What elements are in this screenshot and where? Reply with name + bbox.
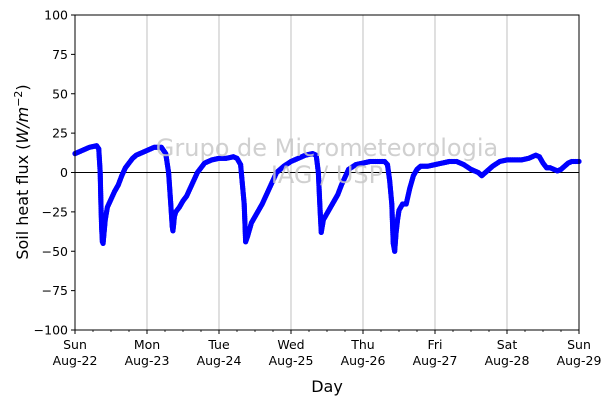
y-tick-label-2: −50	[42, 244, 68, 259]
x-tick-label-day-6: Sat	[497, 337, 518, 352]
x-tick-label-date-2: Aug-24	[197, 353, 242, 368]
watermark-line-1: Grupo de Micrometeorologia	[156, 134, 498, 162]
y-tick-label-6: 50	[52, 86, 68, 101]
y-tick-label-3: −25	[42, 204, 68, 219]
y-tick-label-5: 25	[52, 126, 68, 141]
x-tick-label-date-3: Aug-25	[269, 353, 314, 368]
watermark: Grupo de Micrometeorologia IAG / USP	[156, 134, 498, 189]
y-axis-title-close: )	[13, 84, 32, 90]
y-tick-label-4: 0	[60, 165, 68, 180]
y-tick-label-7: 75	[52, 47, 68, 62]
y-axis-title: Soil heat flux (W/m−2)	[12, 84, 33, 259]
y-axis: −100 −75 −50 −25 0 25 50 75 100	[34, 8, 75, 338]
x-tick-label-day-3: Wed	[277, 337, 304, 352]
x-tick-label-day-2: Tue	[207, 337, 230, 352]
y-tick-label-8: 100	[44, 8, 68, 23]
x-tick-label-day-7: Sun	[567, 337, 591, 352]
x-tick-label-date-4: Aug-26	[341, 353, 386, 368]
x-tick-label-date-5: Aug-27	[413, 353, 458, 368]
x-tick-label-day-4: Thu	[350, 337, 374, 352]
x-tick-label-day-1: Mon	[134, 337, 160, 352]
y-tick-label-0: −100	[34, 323, 68, 338]
data-series	[72, 143, 582, 254]
x-axis-title: Day	[311, 377, 343, 396]
y-axis-title-exponent: −2	[12, 91, 25, 107]
x-tick-label-date-6: Aug-28	[485, 353, 530, 368]
x-tick-label-date-0: Aug-22	[53, 353, 98, 368]
x-tick-label-day-5: Fri	[428, 337, 443, 352]
x-tick-label-day-0: Sun	[63, 337, 87, 352]
y-tick-label-1: −75	[42, 283, 68, 298]
y-axis-title-text: Soil heat flux (	[13, 144, 32, 260]
watermark-line-2: IAG / USP	[271, 161, 383, 189]
x-tick-label-date-1: Aug-23	[125, 353, 170, 368]
x-axis: SunAug-22MonAug-23TueAug-24WedAug-25ThuA…	[53, 330, 602, 368]
x-tick-label-date-7: Aug-29	[557, 353, 602, 368]
y-axis-title-unit: W/m	[13, 107, 32, 144]
